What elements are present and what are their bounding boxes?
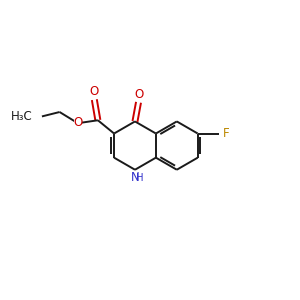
- Text: N: N: [130, 172, 140, 184]
- Bar: [129, 174, 141, 182]
- Text: H: H: [136, 173, 144, 183]
- Text: O: O: [134, 88, 143, 101]
- Text: O: O: [90, 85, 99, 98]
- Text: F: F: [223, 127, 230, 140]
- Bar: [74, 120, 82, 127]
- Text: H₃C: H₃C: [11, 110, 32, 123]
- Text: O: O: [73, 116, 83, 129]
